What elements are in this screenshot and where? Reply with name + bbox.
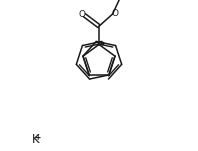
Text: K: K	[31, 133, 39, 146]
Text: O: O	[111, 9, 118, 18]
Text: +: +	[35, 133, 41, 142]
Text: O: O	[78, 10, 85, 19]
